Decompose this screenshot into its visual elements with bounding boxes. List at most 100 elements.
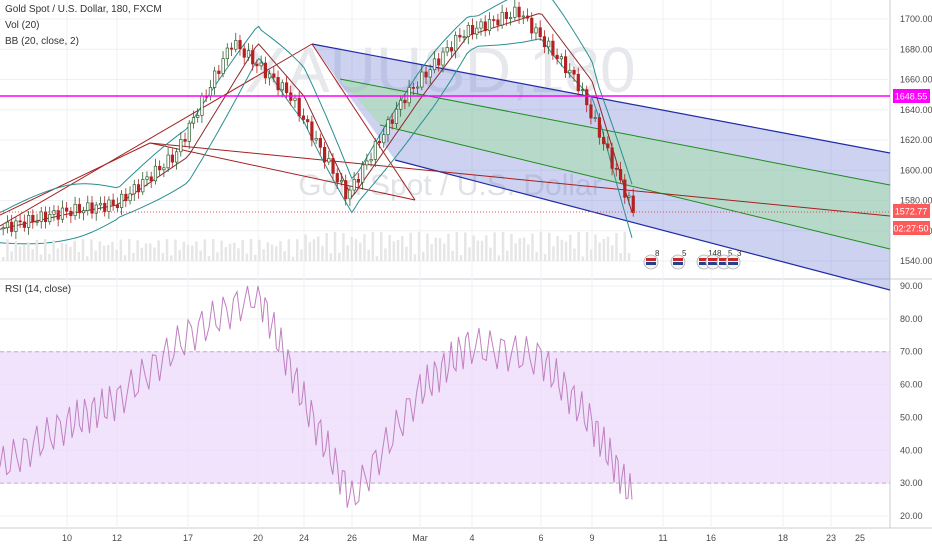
candle-body bbox=[492, 19, 496, 21]
candle-body bbox=[103, 202, 107, 212]
candle-body bbox=[534, 27, 538, 34]
candle-body bbox=[551, 40, 555, 56]
price-tick-label: 1620.00 bbox=[900, 135, 932, 145]
volume-bar bbox=[350, 236, 354, 261]
pitchfork-anchor-line bbox=[0, 142, 151, 216]
volume-bar bbox=[262, 249, 265, 261]
candle-body bbox=[200, 95, 204, 116]
flag-de-icon-stripe bbox=[673, 262, 683, 265]
time-tick-label: 24 bbox=[299, 533, 309, 543]
volume-bar bbox=[434, 237, 438, 261]
volume-bar bbox=[102, 245, 106, 261]
time-tick-label: 23 bbox=[826, 533, 836, 543]
volume-bar bbox=[86, 256, 89, 261]
candle-body bbox=[576, 73, 580, 92]
volume-bar bbox=[606, 236, 610, 261]
rsi-tick-label: 20.00 bbox=[900, 511, 923, 521]
volume-bar bbox=[258, 239, 261, 261]
candle-body bbox=[77, 203, 81, 214]
horizontal-level-tag bbox=[893, 89, 930, 103]
price-tick-label: 1580.00 bbox=[900, 196, 932, 206]
volume-bar bbox=[90, 239, 93, 261]
rsi-indicator-label[interactable]: RSI (14, close) bbox=[5, 284, 72, 295]
candle-body bbox=[10, 221, 14, 232]
countdown-value: 02:27:50 bbox=[893, 224, 928, 234]
volume-bar bbox=[342, 233, 345, 261]
candle-body bbox=[521, 15, 525, 18]
volume-bar bbox=[237, 248, 240, 261]
candle-body bbox=[145, 176, 149, 180]
pitchfork-drawing[interactable] bbox=[0, 43, 891, 291]
volume-bar bbox=[527, 244, 530, 261]
volume-bar bbox=[308, 242, 312, 261]
volume-bar bbox=[375, 256, 379, 261]
volume-bar bbox=[346, 245, 349, 261]
pitchfork-lower-line bbox=[394, 159, 891, 291]
volume-bar bbox=[140, 247, 144, 261]
volume-bar bbox=[266, 242, 270, 261]
candle-body bbox=[208, 87, 213, 97]
bollinger-indicator-label[interactable]: BB (20, close, 2) bbox=[5, 36, 79, 47]
candle-body bbox=[344, 180, 348, 200]
time-axis[interactable]: 10 12 17 20 24 26 Mar 4 6 9 11 16 18 23 25 bbox=[62, 533, 865, 543]
volume-bar bbox=[291, 256, 295, 261]
economic-events[interactable]: 8 5 14 8 5 3 bbox=[643, 249, 742, 270]
candle-body bbox=[487, 19, 492, 32]
time-tick-label: 10 bbox=[62, 533, 72, 543]
symbol-title[interactable]: Gold Spot / U.S. Dollar, 180, FXCM bbox=[5, 4, 162, 15]
time-tick-label: Mar bbox=[412, 533, 428, 543]
flag-de-icon[interactable]: 5 bbox=[670, 249, 687, 270]
volume-bar bbox=[569, 234, 572, 261]
candle-body bbox=[35, 221, 39, 223]
volume-bar bbox=[611, 245, 614, 261]
candle-body bbox=[509, 16, 513, 19]
volume-bar bbox=[548, 232, 551, 261]
volume-bar bbox=[539, 231, 543, 261]
candle-body bbox=[272, 73, 276, 78]
candlestick-series[interactable] bbox=[1, 0, 635, 240]
candle-body bbox=[94, 204, 98, 214]
event-count: 3 bbox=[737, 249, 742, 258]
candle-body bbox=[187, 122, 191, 142]
volume-bar bbox=[317, 236, 320, 261]
flag-us-icon[interactable]: 3 bbox=[725, 249, 742, 270]
volume-bar bbox=[367, 249, 370, 261]
candle-body bbox=[610, 147, 614, 169]
candle-body bbox=[614, 168, 618, 170]
rsi-tick-label: 40.00 bbox=[900, 445, 923, 455]
volume-bar bbox=[510, 233, 513, 261]
volume-bar bbox=[392, 241, 396, 261]
candle-body bbox=[462, 36, 466, 38]
pitchfork-handle-right bbox=[311, 43, 416, 201]
volume-bar bbox=[224, 247, 228, 261]
volume-bar bbox=[560, 239, 564, 261]
candle-body bbox=[158, 165, 162, 171]
candle-body bbox=[449, 47, 454, 52]
volume-bar bbox=[23, 244, 26, 261]
candle-body bbox=[238, 40, 242, 50]
volume-bar bbox=[165, 239, 169, 261]
volume-bar bbox=[485, 235, 488, 261]
candle-body bbox=[559, 56, 563, 60]
volume-bar bbox=[464, 232, 467, 261]
volume-bar bbox=[18, 246, 22, 261]
volume-bar bbox=[514, 243, 517, 261]
volume-bar bbox=[233, 242, 236, 261]
volume-bar bbox=[518, 238, 522, 261]
volume-bar bbox=[98, 241, 102, 261]
candle-body bbox=[263, 62, 267, 79]
volume-indicator-label[interactable]: Vol (20) bbox=[5, 20, 40, 31]
volume-bar bbox=[212, 239, 215, 261]
volume-bar bbox=[119, 239, 123, 261]
candle-body bbox=[98, 202, 103, 206]
candle-body bbox=[132, 184, 136, 195]
volume-bar bbox=[426, 233, 429, 261]
candle-body bbox=[445, 47, 449, 53]
rsi-axis[interactable]: 90.00 80.00 70.00 60.00 50.00 40.00 30.00 20.00 bbox=[900, 281, 923, 521]
flag-us-icon[interactable]: 8 bbox=[643, 249, 660, 270]
candle-body bbox=[27, 214, 31, 228]
candle-body bbox=[136, 184, 141, 193]
time-tick-label: 9 bbox=[589, 533, 594, 543]
time-tick-label: 25 bbox=[855, 533, 865, 543]
